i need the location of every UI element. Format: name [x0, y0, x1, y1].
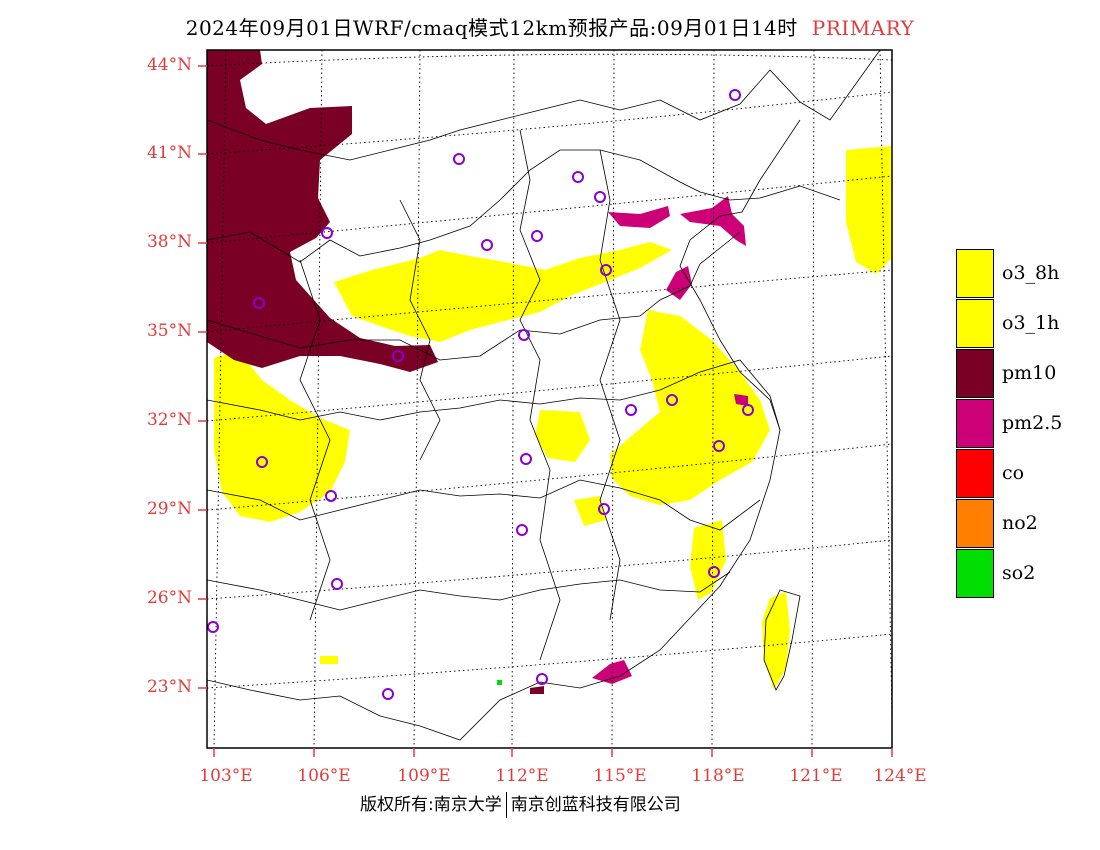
lon-label-103e: 103°E: [199, 766, 253, 786]
legend-swatch-o3-1h: [956, 299, 994, 348]
lon-label-121e: 121°E: [789, 766, 843, 786]
lon-label-124e: 124°E: [873, 766, 927, 786]
legend-item-o3-8h: o3_8h: [956, 249, 1091, 299]
lat-label-26n: 26°N: [146, 588, 192, 608]
copyright-left: 版权所有:南京大学: [360, 795, 502, 815]
legend-label-o3-1h: o3_1h: [1002, 312, 1060, 334]
legend-swatch-no2: [956, 499, 994, 548]
legend-label-o3-8h: o3_8h: [1002, 262, 1060, 284]
legend-item-pm25: pm2.5: [956, 399, 1091, 449]
legend-swatch-so2: [956, 549, 994, 598]
title-main: 2024年09月01日WRF/cmaq模式12km预报产品:09月01日14时: [185, 16, 798, 40]
boundaries: [207, 50, 881, 741]
legend-item-so2: so2: [956, 549, 1091, 599]
legend-swatch-co: [956, 449, 994, 498]
legend-swatch-pm10: [956, 349, 994, 398]
lat-label-44n: 44°N: [146, 55, 192, 75]
map-title: 2024年09月01日WRF/cmaq模式12km预报产品:09月01日14时 P…: [0, 12, 1100, 41]
legend-item-co: co: [956, 449, 1091, 499]
so2-areas: [497, 680, 502, 685]
legend-item-pm10: pm10: [956, 349, 1091, 399]
legend-item-o3-1h: o3_1h: [956, 299, 1091, 349]
legend-label-pm25: pm2.5: [1002, 412, 1063, 434]
copyright-separator: [505, 792, 507, 818]
axis-ticks: [198, 65, 893, 757]
lon-label-112e: 112°E: [495, 766, 549, 786]
legend-label-pm10: pm10: [1002, 362, 1057, 384]
legend-label-no2: no2: [1002, 512, 1038, 534]
map-frame: [206, 49, 893, 749]
lon-label-109e: 109°E: [397, 766, 451, 786]
lat-label-29n: 29°N: [146, 499, 192, 519]
lat-label-23n: 23°N: [146, 677, 192, 697]
legend-item-no2: no2: [956, 499, 1091, 549]
legend-label-co: co: [1002, 462, 1025, 484]
lat-label-38n: 38°N: [146, 232, 192, 252]
legend-swatch-o3-8h: [956, 249, 994, 298]
lon-label-118e: 118°E: [691, 766, 745, 786]
lon-label-115e: 115°E: [593, 766, 647, 786]
legend-swatch-pm25: [956, 399, 994, 448]
lat-label-41n: 41°N: [146, 143, 192, 163]
copyright-right: 南京创蓝科技有限公司: [510, 795, 681, 815]
title-primary-tag: PRIMARY: [811, 16, 915, 40]
lat-label-32n: 32°N: [146, 410, 192, 430]
map-content: [207, 50, 892, 748]
graticule: [207, 50, 892, 748]
lat-label-35n: 35°N: [146, 321, 192, 341]
copyright-footer: 版权所有:南京大学 南京创蓝科技有限公司: [360, 790, 681, 818]
lon-label-106e: 106°E: [297, 766, 351, 786]
station-markers: [207, 89, 754, 700]
pm10-areas: [207, 50, 544, 694]
legend-label-so2: so2: [1002, 562, 1036, 584]
